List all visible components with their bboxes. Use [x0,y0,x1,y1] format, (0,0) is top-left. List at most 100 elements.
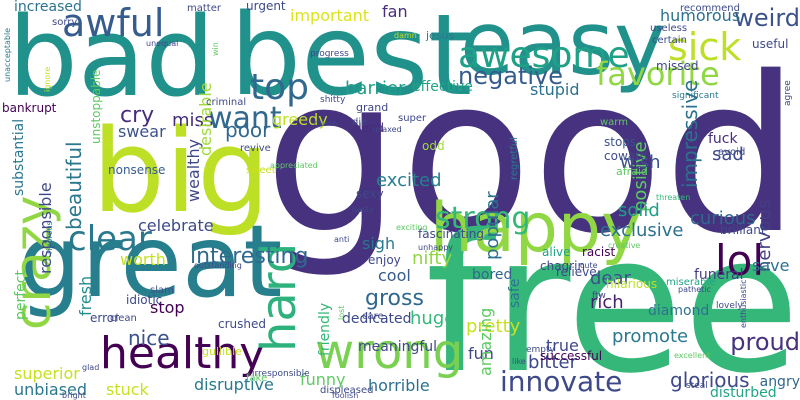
cloud-word: cry [120,103,155,128]
cloud-word: nonsense [108,163,166,177]
cloud-word: coward [604,149,648,163]
cloud-word: free [425,194,800,400]
cloud-word: appreciated [270,161,318,170]
cloud-word: healthy [100,328,266,379]
cloud-word: damn [394,31,417,40]
cloud-word: meaningful [358,339,438,355]
cloud-word: ftw [592,291,606,301]
cloud-word: promote [612,326,689,347]
cloud-word: dumb [314,119,338,128]
cloud-word: hilarious [606,277,658,291]
cloud-word: funeral [694,267,744,283]
cloud-word: fuck [708,131,738,147]
cloud-word: exciting [396,223,428,232]
cloud-word: enjoy [368,253,401,267]
cloud-word: solid [618,200,660,221]
cloud-word: jesus [426,29,455,42]
cloud-word: wrong [315,324,464,380]
cloud-word: lol [715,236,765,285]
cloud-word: fan [382,2,408,21]
cloud-word: bad [8,0,216,121]
cloud-word: unequal [146,39,179,48]
cloud-word: slam [150,285,174,296]
cloud-word: save [752,256,790,275]
cloud-word: unacceptable [3,27,12,82]
cloud-word: top [250,67,309,108]
cloud-word: afraid [616,165,648,178]
cloud-word: awful [62,1,165,45]
cloud-word: sad [712,144,744,165]
cloud-word: pathetic [678,285,711,294]
cloud-word: odd [422,139,445,153]
cloud-word: like [512,357,526,366]
cloud-word: shitty [320,95,346,105]
cloud-word: effective [412,79,473,95]
cloud-word: huge [410,308,456,329]
cloud-word: glad [82,363,100,372]
cloud-word: pretty [466,316,521,337]
cloud-word: big [92,105,270,239]
cloud-word: humorous [660,6,741,25]
cloud-word: swear [118,122,166,141]
cloud-word: fascinating [418,227,484,241]
cloud-word: bankrupt [2,101,57,115]
cloud-word: lovely [716,301,743,311]
cloud-word: miserable [666,277,716,288]
cloud-word: disruptive [194,375,274,394]
cloud-word: foolish [332,391,359,400]
cloud-word: enthusiastic [739,279,748,329]
cloud-word: gullible [202,345,242,358]
cloud-word: beautiful [62,141,86,230]
cloud-word: excellent [674,351,711,360]
cloud-word: wealthy [184,138,203,202]
cloud-word: bored [472,267,513,283]
cloud-word: true [546,336,579,355]
cloud-word: fun [468,344,494,363]
cloud-word: innovate [500,365,623,398]
cloud-word: care [362,311,384,322]
cloud-word: agree [783,80,793,106]
cloud-word: diamond [648,303,710,319]
cloud-word: stops [604,135,637,149]
cloud-word: displeased [320,385,374,396]
cloud-word: miss [172,110,214,131]
cloud-word: dedicated [342,311,412,327]
cloud-word: error [90,311,120,325]
cloud-word: rich [590,292,624,313]
cloud-word: anti [334,235,350,244]
cloud-word: outstanding [194,261,242,270]
cloud-word: alive [542,245,571,259]
cloud-word: successful [540,349,603,363]
cloud-word: sweet [246,165,276,176]
cloud-word: fake [246,373,268,384]
cloud-word: angry [759,374,800,390]
cloud-word: glorious [670,368,750,392]
cloud-word: wish [620,152,661,173]
cloud-word: great [18,203,283,320]
cloud-word: nice [128,326,170,350]
cloud-word: god [103,132,112,148]
cloud-word: die [352,117,368,128]
cloud-word: steal [686,381,708,391]
cloud-word: good [263,30,800,281]
cloud-word: happy [430,189,642,268]
cloud-word: popular [482,191,503,260]
cloud-word: stop [150,298,185,317]
cloud-word: recommend [680,3,740,14]
cloud-word: poor [225,118,271,142]
cloud-word: chagrin [540,259,586,273]
cloud-word: funny [300,370,346,389]
cloud-word: dear [590,268,631,289]
cloud-word: win [211,42,220,56]
cloud-word: amazing [476,307,495,376]
cloud-word: awesome [458,35,630,76]
cloud-word: disturbed [710,385,777,400]
cloud-word: horrible [368,376,430,395]
cloud-word: rigorous [45,221,54,254]
cloud-word: unstoppable [89,69,103,144]
cloud-word: avoid [718,147,746,158]
cloud-word: unhappy [418,243,454,252]
cloud-word: interesting [190,244,309,269]
cloud-word: want [208,101,282,136]
cloud-word: irresponsible [252,369,310,379]
